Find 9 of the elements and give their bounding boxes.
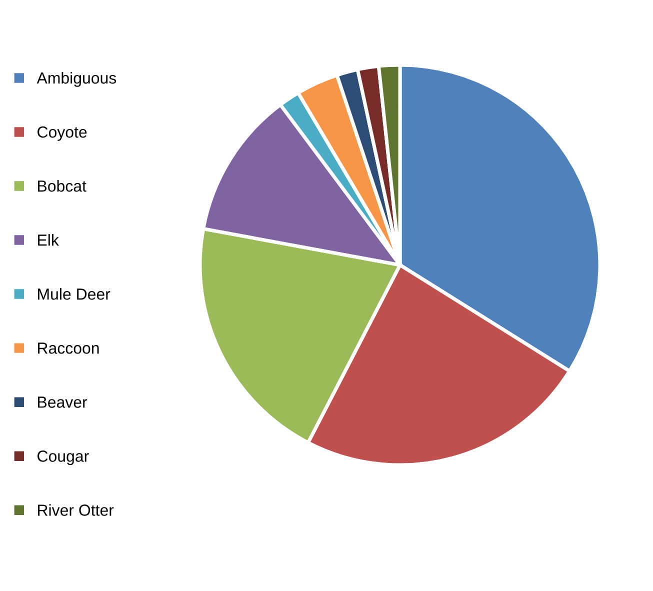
legend-label: Mule Deer	[38, 288, 110, 300]
legend-label: Bobcat	[38, 180, 86, 192]
legend-label: Ambiguous	[36, 72, 116, 87]
legend-label: Cougar	[38, 450, 89, 466]
legend-label: Beaver	[38, 396, 88, 408]
legend-label: River Otter	[38, 504, 114, 516]
legend-label: Raccoon	[38, 342, 99, 354]
legend-label: Elk	[38, 234, 59, 246]
legend-label: Coyote	[38, 126, 87, 141]
